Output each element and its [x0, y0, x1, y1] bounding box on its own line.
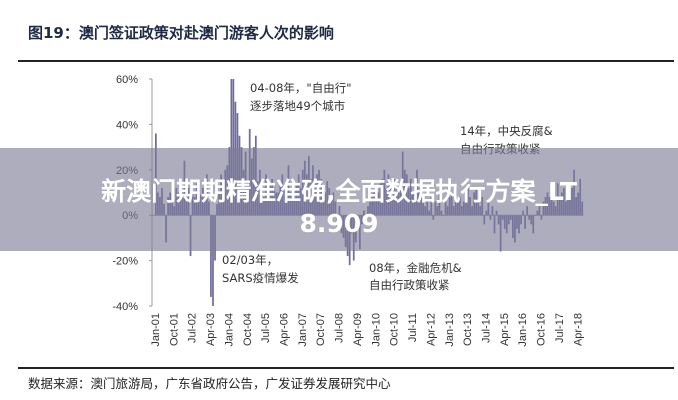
annotation-crisis: 08年，金融危机& — [369, 261, 462, 275]
x-tick-label: Jan-01 — [150, 313, 162, 347]
annotation-crisis-2: 自由行政策收紧 — [369, 278, 450, 292]
overlay-banner: 新澳门期期精准准确,全面数据执行方案_LT 8.909 — [0, 148, 678, 251]
bar — [232, 79, 235, 216]
title-divider — [18, 60, 674, 62]
x-tick-label: Apr-18 — [572, 313, 584, 346]
y-tick-label: -20% — [112, 256, 138, 268]
figure-title: 图19：澳门签证政策对赴澳门游客人次的影响 — [28, 24, 334, 42]
x-tick-label: Oct-10 — [389, 313, 401, 346]
x-tick-label: Oct-16 — [536, 313, 548, 346]
x-tick-label: Jan-16 — [517, 313, 529, 347]
annotation-free-travel: 04-08年，"自由行" — [250, 81, 352, 95]
footer-divider — [18, 367, 674, 369]
x-tick-label: Oct-07 — [315, 313, 327, 346]
x-tick-label: Apr-06 — [279, 313, 291, 346]
x-tick-label: Oct-13 — [462, 313, 474, 346]
x-tick-label: Jul-11 — [407, 313, 419, 342]
bar — [212, 215, 214, 306]
overlay-line-2: 8.909 — [299, 209, 379, 238]
x-tick-label: Jan-13 — [444, 313, 456, 347]
x-tick-label: Apr-12 — [425, 313, 437, 346]
x-tick-label: Jul-08 — [334, 313, 346, 343]
annotation-anticorruption: 14年，中央反腐& — [460, 124, 553, 138]
y-tick-label: 40% — [116, 119, 138, 131]
x-tick-label: Jul-05 — [260, 313, 272, 343]
x-tick-label: Jan-04 — [223, 313, 235, 347]
x-tick-label: Oct-04 — [242, 313, 254, 346]
annotation-free-travel-2: 逐步落地49个城市 — [250, 99, 346, 113]
annotation-sars-2: SARS疫情爆发 — [222, 271, 299, 285]
bar — [230, 79, 233, 216]
x-tick-label: Oct-01 — [168, 313, 180, 346]
annotation-sars: 02/03年， — [222, 253, 279, 267]
y-tick-label: 60% — [116, 74, 138, 86]
x-tick-label: Jul-17 — [554, 313, 566, 343]
x-tick-label: Jul-02 — [187, 313, 199, 343]
x-tick-label: Apr-03 — [205, 313, 217, 346]
x-tick-label: Apr-09 — [352, 313, 364, 346]
bar — [210, 215, 212, 297]
source-note: 数据来源：澳门旅游局，广东省政府公告，广发证券发展研究中心 — [28, 376, 391, 391]
x-tick-label: Jul-14 — [480, 313, 492, 343]
x-tick-label: Jan-10 — [370, 313, 382, 347]
y-tick-label: -40% — [112, 301, 138, 313]
x-tick-label: Jan-07 — [297, 313, 309, 347]
x-tick-label: Apr-15 — [499, 313, 511, 346]
overlay-line-1: 新澳门期期精准准确,全面数据执行方案_LT — [101, 177, 577, 206]
